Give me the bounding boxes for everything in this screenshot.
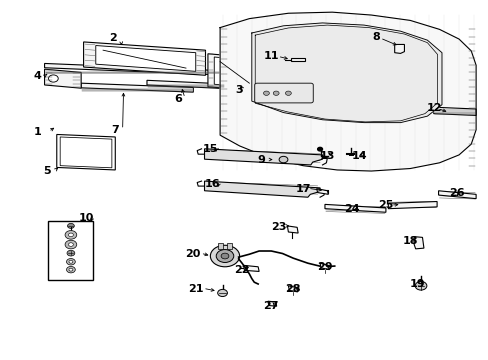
Polygon shape — [413, 237, 423, 249]
FancyBboxPatch shape — [254, 83, 313, 103]
Circle shape — [317, 147, 322, 151]
Polygon shape — [83, 42, 205, 75]
Polygon shape — [316, 189, 328, 194]
Circle shape — [69, 260, 73, 263]
Text: 22: 22 — [234, 265, 249, 275]
Polygon shape — [44, 63, 220, 75]
Circle shape — [67, 250, 75, 256]
Text: 9: 9 — [257, 155, 265, 165]
Polygon shape — [147, 80, 224, 89]
Polygon shape — [81, 83, 193, 92]
Circle shape — [263, 91, 269, 95]
Text: 18: 18 — [402, 236, 417, 246]
Polygon shape — [320, 263, 329, 270]
Polygon shape — [288, 286, 297, 292]
Text: 10: 10 — [78, 213, 94, 222]
Circle shape — [66, 258, 75, 265]
Polygon shape — [290, 58, 305, 60]
Polygon shape — [387, 202, 436, 209]
Circle shape — [68, 243, 73, 246]
Text: 28: 28 — [285, 284, 301, 294]
Text: 14: 14 — [350, 150, 366, 161]
Circle shape — [273, 91, 279, 95]
Polygon shape — [287, 226, 298, 233]
Circle shape — [69, 268, 73, 271]
Circle shape — [217, 289, 227, 297]
Polygon shape — [60, 137, 112, 168]
Text: 19: 19 — [409, 279, 425, 289]
Text: 27: 27 — [263, 301, 279, 311]
Bar — [217, 243, 222, 249]
Circle shape — [210, 245, 239, 267]
Ellipse shape — [48, 75, 58, 82]
Text: 2: 2 — [109, 33, 117, 43]
Text: 24: 24 — [343, 204, 359, 214]
Polygon shape — [433, 107, 475, 116]
Text: 11: 11 — [263, 51, 279, 61]
Text: 17: 17 — [295, 184, 310, 194]
Polygon shape — [267, 301, 276, 306]
Text: 13: 13 — [319, 150, 334, 161]
Text: 5: 5 — [43, 166, 51, 176]
Polygon shape — [204, 149, 322, 165]
Text: 25: 25 — [377, 200, 393, 210]
Circle shape — [285, 91, 291, 95]
Polygon shape — [251, 23, 441, 123]
Text: 8: 8 — [371, 32, 379, 41]
Circle shape — [279, 156, 287, 163]
Circle shape — [67, 224, 74, 228]
Text: 12: 12 — [426, 103, 442, 113]
Polygon shape — [96, 45, 195, 71]
Circle shape — [66, 266, 75, 273]
Polygon shape — [243, 265, 259, 271]
Text: 1: 1 — [33, 127, 41, 136]
Text: 21: 21 — [187, 284, 203, 294]
Text: 6: 6 — [174, 94, 182, 104]
Text: 26: 26 — [448, 188, 464, 198]
Bar — [227, 243, 232, 249]
Text: 16: 16 — [204, 179, 220, 189]
Polygon shape — [207, 54, 259, 91]
Polygon shape — [204, 181, 320, 197]
Polygon shape — [394, 44, 404, 53]
Text: 4: 4 — [33, 71, 41, 81]
Polygon shape — [325, 204, 385, 212]
Circle shape — [221, 253, 228, 259]
Polygon shape — [438, 191, 475, 199]
Polygon shape — [220, 12, 475, 171]
Text: 15: 15 — [202, 144, 218, 154]
Polygon shape — [214, 57, 253, 88]
Text: 23: 23 — [270, 222, 286, 231]
Circle shape — [414, 282, 426, 290]
Circle shape — [65, 230, 77, 239]
Text: 7: 7 — [111, 125, 119, 135]
Circle shape — [216, 249, 233, 262]
Circle shape — [68, 233, 73, 237]
Circle shape — [65, 240, 77, 249]
Bar — [48, 221, 93, 280]
Polygon shape — [57, 134, 115, 170]
Text: 3: 3 — [235, 85, 243, 95]
Text: 29: 29 — [317, 262, 332, 272]
Text: 20: 20 — [185, 248, 201, 258]
Polygon shape — [44, 69, 81, 88]
